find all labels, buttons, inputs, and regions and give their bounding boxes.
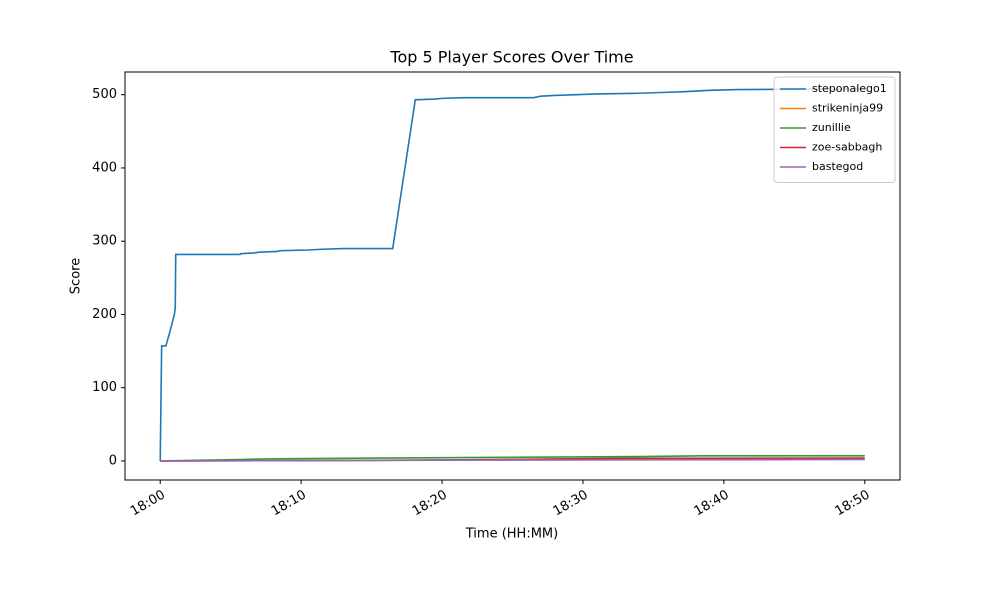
data-line <box>160 455 865 462</box>
y-tick-label: 0 <box>109 453 117 468</box>
chart-title: Top 5 Player Scores Over Time <box>389 48 633 67</box>
plot-frame <box>124 71 901 481</box>
data-line <box>160 458 865 462</box>
x-axis-label: Time (HH:MM) <box>465 527 558 542</box>
legend-label: zoe-sabbagh <box>812 141 882 154</box>
data-line <box>159 88 865 461</box>
y-axis-label: Score <box>69 258 84 294</box>
legend-label: strikeninja99 <box>812 102 883 115</box>
y-tick-label: 200 <box>92 307 117 322</box>
y-tick-label: 100 <box>92 380 117 395</box>
y-tick-label: 400 <box>92 160 117 175</box>
legend-label: zunillie <box>812 121 851 134</box>
legend-label: bastegod <box>812 160 863 173</box>
y-tick-label: 500 <box>92 87 117 102</box>
legend-label: steponalego1 <box>812 82 887 95</box>
y-tick-label: 300 <box>92 234 117 249</box>
legend-box <box>773 76 896 183</box>
